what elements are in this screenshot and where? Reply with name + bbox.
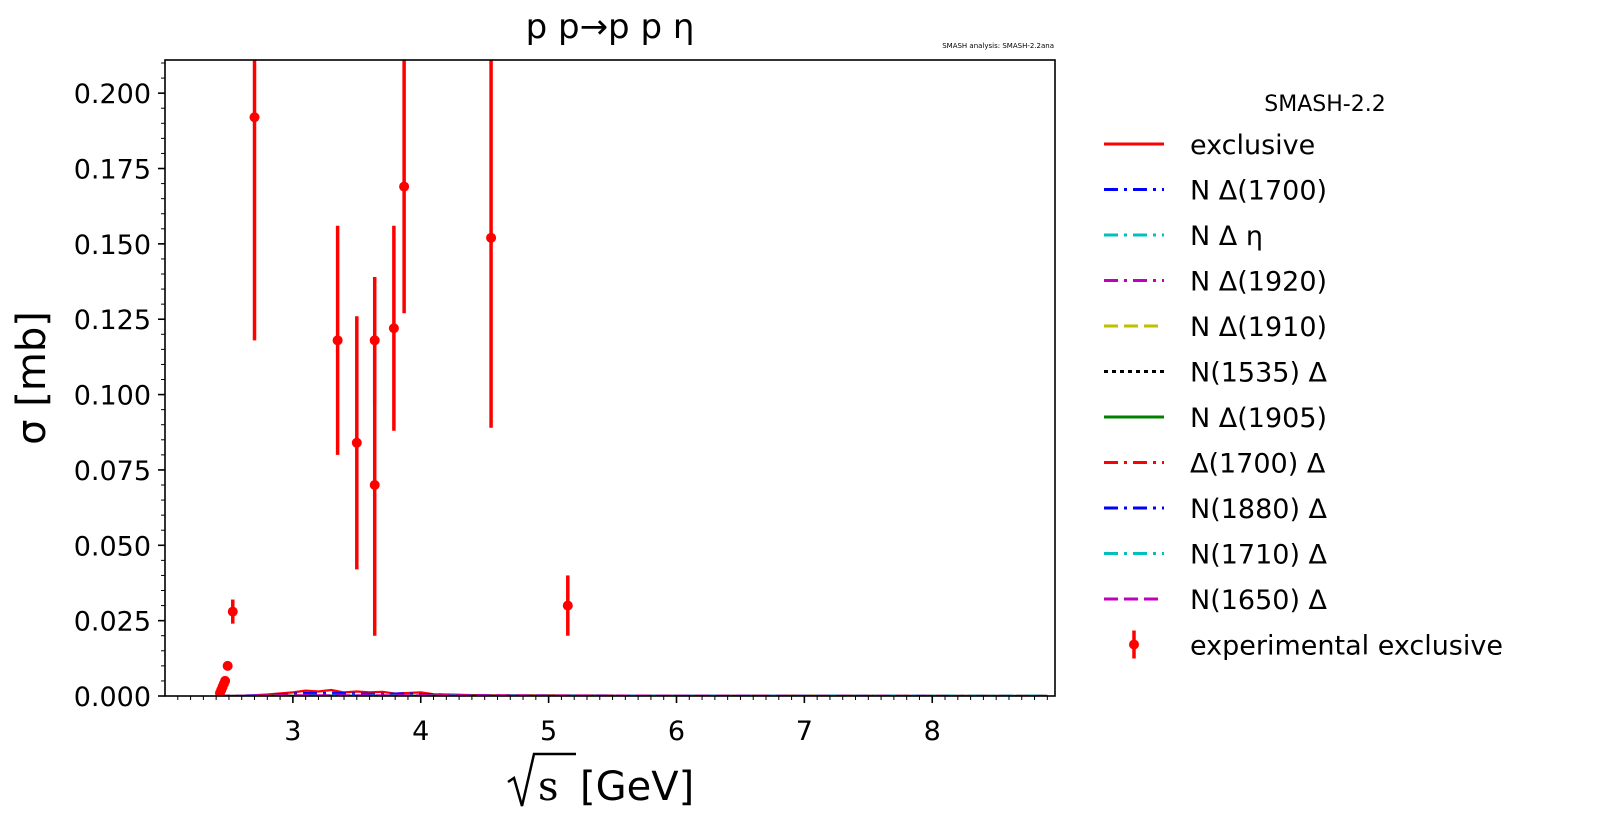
- legend-label: experimental exclusive: [1190, 631, 1503, 662]
- data-point: [399, 60, 410, 314]
- legend-entry: exclusive: [1104, 130, 1315, 161]
- data-point: [388, 225, 399, 431]
- x-tick-label: 8: [924, 716, 941, 747]
- x-axis-label-radicand: s: [538, 764, 559, 810]
- point-marker: [486, 232, 497, 243]
- legend-label: N Δ(1700): [1190, 176, 1327, 207]
- x-tick-label: 7: [796, 716, 813, 747]
- legend-entry: N Δ(1910): [1104, 312, 1327, 343]
- data-point: [220, 675, 231, 686]
- y-tick-label: 0.150: [74, 230, 151, 261]
- legend-entry: N Δ(1905): [1104, 403, 1327, 434]
- legend-entry: N(1650) Δ: [1104, 585, 1328, 616]
- data-point: [227, 599, 238, 624]
- point-marker: [222, 660, 233, 671]
- x-tick-label: 5: [540, 716, 557, 747]
- legend-entry: N(1710) Δ: [1104, 540, 1328, 571]
- chart-title: p p→p p η: [526, 7, 695, 47]
- legend-label: exclusive: [1190, 130, 1315, 161]
- legend-label: Δ(1700) Δ: [1190, 449, 1326, 480]
- legend-entry: N Δ η: [1104, 221, 1263, 252]
- legend-label: N(1710) Δ: [1190, 540, 1328, 571]
- data-point: [351, 316, 362, 570]
- legend-label: N(1880) Δ: [1190, 494, 1328, 525]
- point-marker: [332, 335, 343, 346]
- point-marker: [388, 323, 399, 334]
- y-tick-label: 0.200: [74, 79, 151, 110]
- data-point: [562, 575, 573, 636]
- y-tick-label: 0.175: [74, 155, 151, 186]
- y-tick-label: 0.100: [74, 381, 151, 412]
- point-marker: [562, 600, 573, 611]
- radical-sign: [507, 752, 576, 807]
- data-point: [222, 660, 233, 671]
- x-axis-label-unit: [GeV]: [580, 764, 694, 810]
- experimental-points: [214, 60, 573, 696]
- y-axis-ticks: 0.000 0.025 0.050 0.075 0.100 0.125 0.150 0.175…: [74, 62, 165, 713]
- legend-label: N Δ(1920): [1190, 267, 1327, 298]
- legend-entry: N Δ(1920): [1104, 267, 1327, 298]
- legend-entry: Δ(1700) Δ: [1104, 449, 1326, 480]
- legend-label: N Δ η: [1190, 221, 1263, 252]
- y-axis-label: σ [mb]: [9, 311, 55, 445]
- legend-label: N(1650) Δ: [1190, 585, 1328, 616]
- x-tick-label: 3: [284, 716, 301, 747]
- data-point: [332, 225, 343, 455]
- data-point: [486, 60, 497, 428]
- y-tick-label: 0.075: [74, 456, 151, 487]
- legend: exclusive N Δ(1700) N Δ η N Δ(1920) N Δ(1910…: [1104, 130, 1503, 662]
- legend-entry: N(1535) Δ: [1104, 358, 1328, 389]
- y-tick-label: 0.025: [74, 607, 151, 638]
- legend-marker-icon: [1129, 639, 1139, 650]
- x-tick-label: 4: [412, 716, 429, 747]
- point-marker: [249, 112, 260, 123]
- x-axis-label: s [GeV]: [507, 752, 694, 810]
- legend-label: N Δ(1905): [1190, 403, 1327, 434]
- point-marker: [227, 606, 238, 617]
- data-point: [249, 60, 260, 341]
- point-marker: [369, 480, 380, 491]
- legend-entry: N(1880) Δ: [1104, 494, 1328, 525]
- y-tick-label: 0.125: [74, 305, 151, 336]
- legend-label: N Δ(1910): [1190, 312, 1327, 343]
- chart-annotation: SMASH analysis: SMASH-2.2ana: [942, 42, 1054, 50]
- y-tick-label: 0.050: [74, 531, 151, 562]
- plot-frame: [164, 59, 1056, 697]
- point-marker: [351, 437, 362, 448]
- point-marker: [220, 675, 231, 686]
- legend-entry: experimental exclusive: [1129, 630, 1503, 662]
- legend-entry: N Δ(1700): [1104, 176, 1327, 207]
- legend-title: SMASH-2.2: [1264, 92, 1385, 117]
- x-tick-label: 6: [668, 716, 685, 747]
- legend-label: N(1535) Δ: [1190, 358, 1328, 389]
- data-point: [369, 334, 380, 636]
- point-marker: [399, 181, 410, 192]
- y-tick-label: 0.000: [74, 682, 151, 713]
